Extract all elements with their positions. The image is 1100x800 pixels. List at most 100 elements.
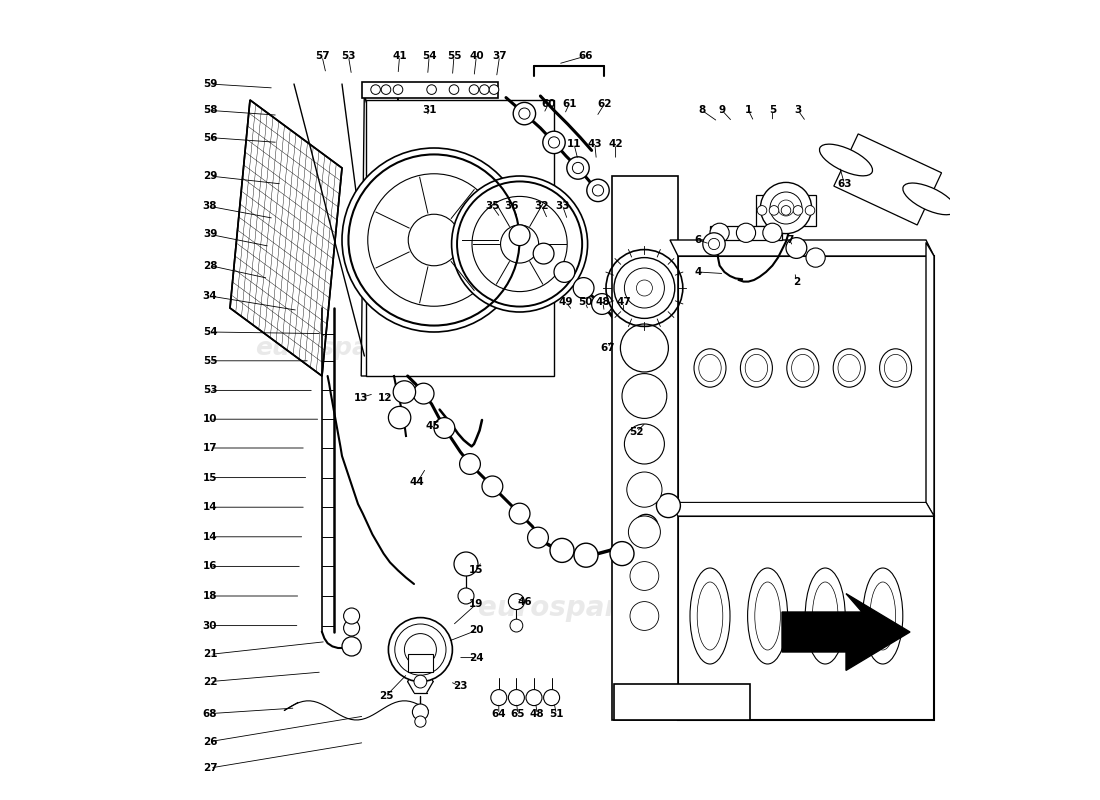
Circle shape (508, 690, 525, 706)
Circle shape (472, 196, 568, 292)
Circle shape (343, 620, 360, 636)
Circle shape (778, 200, 794, 216)
Circle shape (757, 206, 767, 215)
Text: 53: 53 (202, 386, 218, 395)
Text: 26: 26 (202, 737, 218, 746)
Circle shape (414, 383, 435, 404)
Text: 1: 1 (745, 106, 752, 115)
Text: 19: 19 (470, 599, 484, 609)
Text: 36: 36 (504, 202, 519, 211)
Circle shape (657, 494, 681, 518)
Polygon shape (230, 100, 342, 376)
Text: 67: 67 (601, 343, 615, 353)
Polygon shape (361, 84, 398, 376)
Circle shape (508, 594, 525, 610)
Text: 30: 30 (202, 621, 218, 630)
Circle shape (526, 690, 542, 706)
Text: 55: 55 (447, 51, 461, 61)
Ellipse shape (838, 354, 860, 382)
Polygon shape (670, 240, 934, 256)
Text: 23: 23 (453, 682, 468, 691)
Bar (408, 654, 433, 672)
Text: eurospares: eurospares (670, 674, 846, 702)
Text: 41: 41 (393, 51, 407, 61)
Text: 60: 60 (541, 99, 556, 109)
Text: 9: 9 (718, 106, 726, 115)
Ellipse shape (805, 568, 845, 664)
Ellipse shape (880, 349, 912, 387)
Ellipse shape (740, 349, 772, 387)
Circle shape (760, 182, 812, 234)
Circle shape (620, 324, 669, 372)
Circle shape (554, 262, 575, 282)
Circle shape (414, 675, 427, 688)
Text: 2: 2 (793, 277, 800, 286)
Circle shape (534, 243, 554, 264)
Text: 14: 14 (202, 502, 218, 512)
Circle shape (543, 690, 560, 706)
Text: 46: 46 (517, 597, 531, 606)
Ellipse shape (903, 183, 956, 214)
Circle shape (388, 618, 452, 682)
Ellipse shape (698, 354, 722, 382)
Circle shape (427, 85, 437, 94)
Circle shape (509, 503, 530, 524)
Polygon shape (670, 502, 934, 516)
Text: 38: 38 (202, 202, 218, 211)
Text: 34: 34 (202, 291, 218, 301)
Ellipse shape (690, 568, 730, 664)
Text: 51: 51 (549, 710, 563, 719)
Text: 57: 57 (315, 51, 329, 61)
Text: 15: 15 (202, 473, 218, 482)
Circle shape (367, 174, 500, 306)
Text: 3: 3 (794, 106, 802, 115)
Ellipse shape (745, 354, 768, 382)
Text: 58: 58 (202, 106, 218, 115)
Text: 32: 32 (535, 202, 549, 211)
Text: 22: 22 (202, 677, 218, 686)
Polygon shape (366, 100, 554, 376)
Circle shape (793, 206, 803, 215)
Polygon shape (362, 82, 498, 98)
Text: 55: 55 (202, 356, 218, 366)
Bar (757, 195, 816, 226)
Text: 21: 21 (202, 650, 218, 659)
Circle shape (549, 137, 560, 148)
Circle shape (610, 542, 634, 566)
Circle shape (592, 294, 613, 314)
Text: 42: 42 (608, 139, 623, 149)
Circle shape (550, 538, 574, 562)
Text: 44: 44 (410, 478, 425, 487)
Text: 43: 43 (587, 139, 602, 149)
Text: 18: 18 (202, 591, 218, 601)
Circle shape (460, 454, 481, 474)
Circle shape (637, 280, 652, 296)
Polygon shape (614, 684, 750, 720)
Text: 48: 48 (595, 298, 610, 307)
Circle shape (405, 634, 437, 666)
Text: 13: 13 (354, 393, 368, 402)
Circle shape (805, 206, 815, 215)
Polygon shape (782, 594, 910, 670)
Text: 24: 24 (469, 653, 484, 662)
Text: 64: 64 (492, 710, 506, 719)
Ellipse shape (833, 349, 866, 387)
Ellipse shape (694, 349, 726, 387)
Ellipse shape (792, 354, 814, 382)
Ellipse shape (813, 582, 838, 650)
Text: eurospares: eurospares (679, 336, 837, 360)
Circle shape (703, 233, 725, 255)
Circle shape (519, 108, 530, 119)
Text: 4: 4 (694, 267, 702, 277)
Circle shape (510, 619, 522, 632)
Text: 15: 15 (469, 565, 484, 574)
Text: 33: 33 (556, 202, 570, 211)
Text: 68: 68 (202, 709, 218, 718)
Ellipse shape (786, 349, 818, 387)
Text: 17: 17 (202, 443, 218, 453)
Circle shape (509, 225, 530, 246)
Text: 62: 62 (597, 99, 612, 109)
Circle shape (770, 192, 802, 224)
Text: 12: 12 (378, 393, 393, 402)
Text: 16: 16 (202, 562, 218, 571)
